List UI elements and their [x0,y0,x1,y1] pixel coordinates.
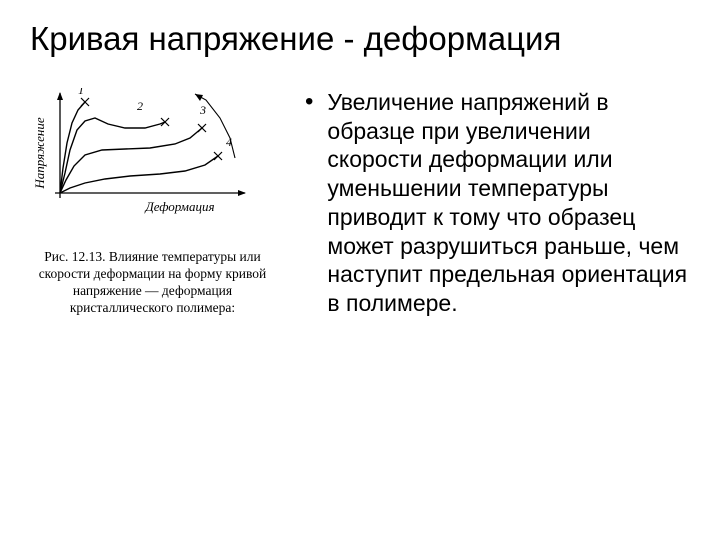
slide: Кривая напряжение - деформация Напряжени… [0,0,720,540]
stress-strain-figure: НапряжениеДеформация1234 [30,88,275,243]
content-row: НапряжениеДеформация1234 Рис. 12.13. Вли… [30,88,690,318]
svg-text:1: 1 [78,88,84,97]
text-column: • Увеличение напряжений в образце при ув… [305,88,690,318]
bullet-item: • Увеличение напряжений в образце при ув… [305,88,690,318]
svg-text:3: 3 [199,103,206,117]
svg-text:Деформация: Деформация [144,199,215,214]
bullet-marker: • [305,88,313,117]
bullet-text: Увеличение напряжений в образце при увел… [327,88,690,318]
svg-text:Напряжение: Напряжение [32,117,47,189]
slide-title: Кривая напряжение - деформация [30,20,690,58]
svg-text:2: 2 [137,99,143,113]
figure-column: НапряжениеДеформация1234 Рис. 12.13. Вли… [30,88,275,317]
stress-strain-chart: НапряжениеДеформация1234 [30,88,275,238]
figure-caption: Рис. 12.13. Влияние температуры или скор… [30,249,275,317]
